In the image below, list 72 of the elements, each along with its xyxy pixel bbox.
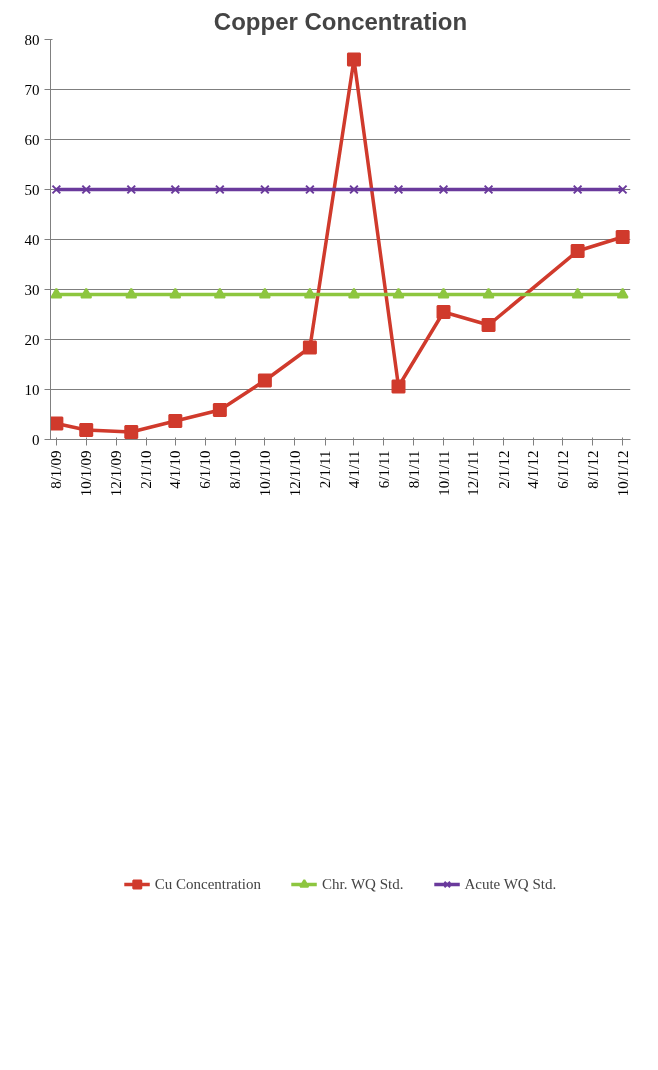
y-tick-label: 20 <box>24 331 40 348</box>
x-tick-label: 10/1/11 <box>435 450 452 496</box>
point <box>50 287 63 299</box>
y-tick-label: 70 <box>24 81 40 98</box>
point <box>168 414 183 428</box>
y-tick-label: 60 <box>24 131 40 148</box>
x-tick-label: 6/1/11 <box>375 450 392 489</box>
point <box>393 184 404 195</box>
x-tick-label: 2/1/12 <box>495 450 512 489</box>
point <box>483 184 494 195</box>
y-tick-label: 50 <box>24 181 40 198</box>
point <box>481 318 496 332</box>
chart-title: Copper Concentration <box>213 7 468 35</box>
point <box>346 52 361 67</box>
point <box>257 373 272 388</box>
point <box>213 287 226 299</box>
point <box>570 244 585 258</box>
point <box>169 287 182 299</box>
point <box>617 184 628 195</box>
point <box>572 184 583 195</box>
legend-label: Acute WQ Std. <box>464 875 557 893</box>
point <box>305 184 315 195</box>
point <box>436 305 451 319</box>
point <box>259 184 270 195</box>
x-tick-label: 8/1/11 <box>405 450 422 489</box>
y-tick-label: 80 <box>24 31 40 48</box>
point <box>303 287 316 299</box>
x-tick-label: 6/1/12 <box>554 450 571 489</box>
point <box>615 230 630 244</box>
point <box>170 184 181 195</box>
point <box>437 287 450 299</box>
x-tick-label: 6/1/10 <box>197 450 214 489</box>
x-tick-label: 12/1/09 <box>108 450 125 497</box>
point <box>50 416 64 431</box>
x-tick-label: 2/1/11 <box>317 450 334 489</box>
point <box>214 184 225 195</box>
x-tick-label: 10/1/12 <box>614 450 631 497</box>
point <box>391 379 406 394</box>
point <box>392 287 405 299</box>
point <box>616 287 629 299</box>
x-tick-label: 10/1/09 <box>78 450 95 497</box>
point <box>79 423 94 437</box>
y-tick-label: 40 <box>24 231 40 248</box>
point <box>126 184 137 195</box>
point <box>302 340 317 355</box>
point <box>212 403 227 417</box>
y-tick-label: 0 <box>32 431 40 448</box>
point <box>81 184 92 195</box>
y-tick-label: 30 <box>24 281 40 298</box>
point <box>51 184 62 195</box>
point <box>438 184 449 195</box>
x-tick-label: 8/1/10 <box>227 450 244 489</box>
legend-label: Cu Concentration <box>154 875 262 893</box>
legend-label: Chr. WQ Std. <box>322 875 404 893</box>
point <box>125 287 138 299</box>
x-tick-label: 8/1/09 <box>48 450 65 489</box>
point <box>258 287 271 299</box>
x-tick-label: 8/1/12 <box>584 450 601 489</box>
x-tick-label: 10/1/10 <box>256 450 273 497</box>
x-tick-label: 4/1/11 <box>345 450 362 489</box>
point <box>347 287 360 299</box>
x-tick-label: 2/1/10 <box>138 450 155 489</box>
x-tick-label: 12/1/11 <box>465 450 482 496</box>
point <box>571 287 584 299</box>
point <box>482 287 495 299</box>
point <box>124 425 139 439</box>
point <box>349 184 359 195</box>
x-tick-label: 4/1/10 <box>167 450 184 489</box>
y-tick-label: 10 <box>24 381 40 398</box>
x-tick-label: 12/1/10 <box>286 450 303 497</box>
point <box>80 287 93 299</box>
x-tick-label: 4/1/12 <box>525 450 542 489</box>
